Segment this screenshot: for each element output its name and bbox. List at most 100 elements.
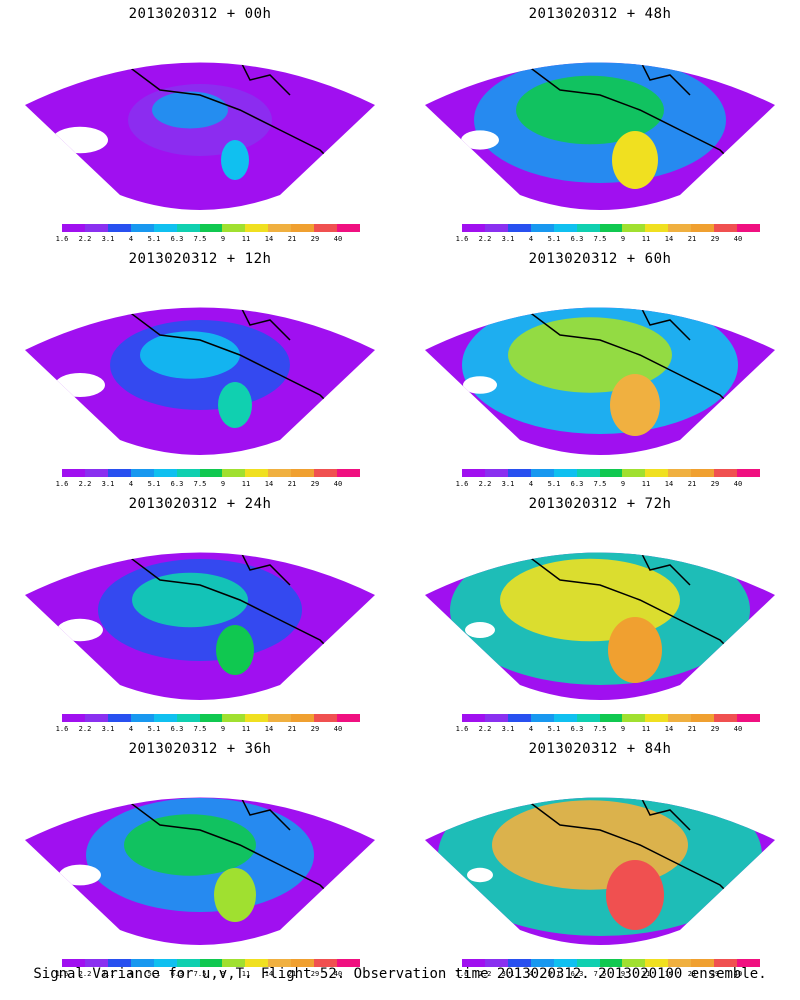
- colorbar-swatch: [153, 224, 177, 232]
- colorbar-swatch: [622, 714, 646, 722]
- colorbar-tick-label: 4: [528, 480, 534, 488]
- colorbar-swatch: [691, 224, 715, 232]
- colorbar-tick-label: 2.2: [78, 970, 92, 978]
- map-plot: [25, 552, 375, 700]
- colorbar-tick-label: 11: [241, 970, 251, 978]
- colorbar-swatch: [199, 714, 223, 722]
- colorbar: [62, 224, 360, 232]
- colorbar-swatch: [130, 224, 154, 232]
- variance-field: [516, 75, 664, 145]
- colorbar-swatch: [714, 959, 738, 967]
- map-panel: 2013020312 + 48h 1.6 2.2 3.1 4 5.1 6.3 7.5 9 11 1…: [400, 0, 800, 245]
- colorbar-swatch: [462, 469, 485, 477]
- variance-maximum: [216, 625, 254, 675]
- panel-title: 2013020312 + 36h: [128, 741, 272, 757]
- colorbar-swatch: [268, 469, 292, 477]
- colorbar-tick-label: 5.1: [147, 235, 161, 243]
- colorbar-tick-label: 6.3: [570, 970, 584, 978]
- colorbar-swatch: [84, 959, 108, 967]
- variance-field: [152, 91, 228, 129]
- colorbar-swatch: [222, 714, 246, 722]
- colorbar-tick-label: 1.6: [55, 725, 69, 733]
- colorbar-ticks: 1.6 2.2 3.1 4 5.1 6.3 7.5 9 11 14 21 29 40: [456, 725, 766, 735]
- colorbar-swatch: [576, 469, 600, 477]
- colorbar-tick-label: 29: [310, 235, 320, 243]
- colorbar-swatch: [553, 224, 577, 232]
- colorbar-ticks: 1.6 2.2 3.1 4 5.1 6.3 7.5 9 11 14 21 29 40: [456, 480, 766, 490]
- colorbar-tick-label: 4: [128, 725, 134, 733]
- coastline: [619, 307, 691, 341]
- colorbar-swatch: [462, 224, 485, 232]
- coastline: [519, 62, 741, 171]
- coastline: [219, 552, 291, 586]
- colorbar-tick-label: 4: [128, 235, 134, 243]
- colorbar-swatch: [530, 714, 554, 722]
- colorbar-tick-label: 9: [620, 235, 626, 243]
- colorbar-swatch: [553, 714, 577, 722]
- variance-field: [132, 572, 248, 628]
- colorbar-swatch: [576, 224, 600, 232]
- colorbar-ticks: 1.6 2.2 3.1 4 5.1 6.3 7.5 9 11 14 21 29 40: [456, 235, 766, 245]
- colorbar-swatch: [507, 959, 531, 967]
- colorbar-swatch: [484, 714, 508, 722]
- colorbar-swatch: [507, 224, 531, 232]
- colorbar-tick-label: 1.6: [55, 970, 69, 978]
- colorbar-swatch: [62, 224, 85, 232]
- colorbar-tick-label: 7.5: [593, 480, 607, 488]
- colorbar-tick-label: 40: [733, 970, 743, 978]
- colorbar-tick-label: 40: [333, 725, 343, 733]
- colorbar-swatch: [462, 714, 485, 722]
- colorbar-tick-label: 7.5: [193, 480, 207, 488]
- colorbar-swatch: [222, 224, 246, 232]
- colorbar-tick-label: 40: [733, 480, 743, 488]
- colorbar-swatch: [622, 469, 646, 477]
- map-panel: 2013020312 + 36h 1.6 2.2 3.1 4 5.1 6.3 7.5 9 11 1…: [0, 735, 400, 980]
- colorbar-swatch: [153, 959, 177, 967]
- colorbar-tick-label: 11: [241, 235, 251, 243]
- map-plot: [425, 62, 775, 210]
- coastline: [619, 62, 691, 96]
- colorbar-swatch: [291, 469, 315, 477]
- colorbar-tick-label: 2.2: [478, 235, 492, 243]
- variance-field: [124, 814, 256, 876]
- colorbar-tick-label: 14: [264, 235, 274, 243]
- colorbar: [462, 959, 760, 967]
- colorbar-tick-label: 21: [687, 725, 697, 733]
- colorbar-swatch: [245, 714, 269, 722]
- colorbar-swatch: [199, 959, 223, 967]
- coastline: [119, 552, 341, 661]
- colorbar-swatch: [599, 469, 623, 477]
- colorbar-swatch: [507, 714, 531, 722]
- colorbar-tick-label: 7.5: [193, 970, 207, 978]
- colorbar: [62, 959, 360, 967]
- map-panel: 2013020312 + 00h 1.6 2.2 3.1 4 5.1 6.3 7.5 9 11 1…: [0, 0, 400, 245]
- missing-data-area: [465, 622, 495, 638]
- colorbar-swatch: [107, 714, 131, 722]
- colorbar-tick-label: 3.1: [501, 480, 515, 488]
- map-plot: [25, 797, 375, 945]
- colorbar-swatch: [314, 959, 338, 967]
- panel-title: 2013020312 + 84h: [528, 741, 672, 757]
- colorbar-swatch: [668, 959, 692, 967]
- colorbar-tick-label: 29: [710, 970, 720, 978]
- colorbar-swatch: [314, 469, 338, 477]
- colorbar-tick-label: 1.6: [455, 235, 469, 243]
- colorbar-swatch: [176, 714, 200, 722]
- colorbar-swatch: [737, 469, 760, 477]
- colorbar-tick-label: 40: [333, 480, 343, 488]
- coastline: [219, 307, 291, 341]
- colorbar-tick-label: 29: [710, 480, 720, 488]
- colorbar-tick-label: 14: [664, 480, 674, 488]
- colorbar-tick-label: 5.1: [547, 235, 561, 243]
- colorbar-swatch: [62, 959, 85, 967]
- missing-data-area: [57, 618, 103, 642]
- colorbar-tick-label: 1.6: [55, 480, 69, 488]
- coastline: [519, 307, 741, 416]
- colorbar-swatch: [576, 714, 600, 722]
- panel-title: 2013020312 + 60h: [528, 251, 672, 267]
- colorbar-tick-label: 11: [641, 480, 651, 488]
- colorbar-tick-label: 29: [310, 480, 320, 488]
- map-plot: [425, 552, 775, 700]
- map-plot: [425, 307, 775, 455]
- colorbar-tick-label: 3.1: [501, 970, 515, 978]
